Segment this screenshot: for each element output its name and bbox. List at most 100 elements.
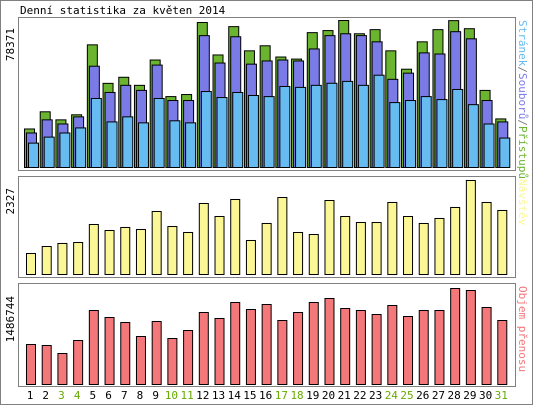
bar bbox=[151, 320, 162, 386]
bar bbox=[403, 316, 414, 386]
x-tick-label: 25 bbox=[400, 389, 413, 402]
bar bbox=[90, 97, 102, 168]
bar bbox=[371, 313, 382, 385]
x-tick-label: 4 bbox=[74, 389, 81, 402]
x-tick-label: 23 bbox=[369, 389, 382, 402]
x-tick-label: 5 bbox=[90, 389, 97, 402]
bar bbox=[261, 303, 272, 385]
bar bbox=[57, 242, 68, 275]
bar bbox=[387, 201, 398, 276]
bar bbox=[261, 222, 272, 276]
bar bbox=[279, 85, 291, 168]
bar bbox=[483, 123, 495, 168]
x-tick-label: 24 bbox=[385, 389, 399, 402]
bar bbox=[324, 297, 335, 386]
bar bbox=[106, 121, 118, 168]
bar bbox=[167, 226, 178, 275]
bar bbox=[26, 343, 36, 386]
bar bbox=[371, 222, 382, 275]
bar bbox=[499, 137, 511, 168]
bar bbox=[340, 308, 351, 385]
bar bbox=[497, 319, 508, 385]
bar bbox=[28, 142, 39, 169]
bar bbox=[293, 311, 304, 385]
legend-entry: Návštěv bbox=[516, 179, 529, 226]
legend-separator: / bbox=[516, 119, 529, 126]
bar bbox=[452, 88, 464, 168]
bar bbox=[135, 228, 146, 276]
bar bbox=[214, 318, 225, 385]
bar bbox=[73, 340, 84, 385]
x-tick-label: 26 bbox=[416, 389, 429, 402]
x-tick-label: 29 bbox=[463, 389, 476, 402]
bar bbox=[104, 317, 115, 386]
bar bbox=[450, 288, 461, 385]
bar bbox=[308, 302, 319, 385]
series-legend: Stránek/Souborů/Přístupů bbox=[516, 20, 529, 179]
x-tick-label: 13 bbox=[212, 389, 225, 402]
bar bbox=[277, 319, 288, 385]
bar bbox=[465, 180, 476, 275]
x-tick-label: 12 bbox=[196, 389, 209, 402]
bar bbox=[277, 197, 288, 275]
bar bbox=[245, 239, 256, 275]
y-tick-label: 1486744 bbox=[4, 296, 17, 343]
bar bbox=[169, 120, 181, 169]
bar bbox=[389, 102, 401, 168]
bar bbox=[151, 210, 162, 276]
bar bbox=[185, 122, 197, 169]
series-legend: Objem přenosu bbox=[516, 286, 529, 372]
bar bbox=[497, 209, 508, 275]
bar bbox=[324, 199, 335, 275]
bar bbox=[135, 335, 146, 386]
bar bbox=[310, 84, 322, 168]
bar bbox=[41, 344, 52, 385]
bar bbox=[434, 217, 445, 275]
bar bbox=[122, 116, 134, 169]
bar bbox=[198, 311, 209, 385]
y-tick-label: 2327 bbox=[4, 188, 17, 215]
x-tick-label: 31 bbox=[495, 389, 508, 402]
bar bbox=[355, 222, 366, 275]
x-tick-label: 21 bbox=[338, 389, 351, 402]
bar bbox=[198, 202, 209, 275]
bar bbox=[214, 215, 225, 275]
x-tick-label: 11 bbox=[180, 389, 193, 402]
x-tick-label: 9 bbox=[152, 389, 159, 402]
y-tick-label: 78371 bbox=[4, 28, 17, 61]
bar bbox=[355, 310, 366, 385]
bar bbox=[245, 309, 256, 386]
bar bbox=[104, 230, 115, 276]
x-tick-label: 17 bbox=[275, 389, 288, 402]
x-tick-label: 14 bbox=[228, 389, 242, 402]
bar bbox=[200, 91, 212, 168]
legend-entry: Souborů bbox=[516, 73, 529, 119]
bar bbox=[263, 96, 275, 168]
x-tick-label: 28 bbox=[448, 389, 461, 402]
bar bbox=[88, 223, 99, 275]
x-tick-label: 7 bbox=[121, 389, 128, 402]
bar bbox=[73, 242, 84, 276]
bar bbox=[75, 127, 87, 168]
x-tick-label: 15 bbox=[243, 389, 256, 402]
x-tick-label: 18 bbox=[290, 389, 303, 402]
bar bbox=[120, 226, 131, 275]
bar bbox=[120, 321, 131, 385]
bar bbox=[137, 122, 149, 169]
legend-separator: / bbox=[516, 66, 529, 73]
bar bbox=[405, 100, 417, 168]
bar bbox=[308, 234, 319, 275]
x-tick-label: 27 bbox=[432, 389, 445, 402]
x-tick-label: 20 bbox=[322, 389, 335, 402]
x-tick-label: 10 bbox=[165, 389, 178, 402]
x-tick-label: 6 bbox=[105, 389, 112, 402]
bar bbox=[232, 91, 244, 168]
bar bbox=[418, 222, 429, 276]
bar bbox=[230, 302, 241, 385]
bar bbox=[481, 201, 492, 276]
chart-title: Denní statistika za květen 2014 bbox=[20, 4, 226, 17]
x-tick-label: 8 bbox=[137, 389, 144, 402]
x-tick-label: 2 bbox=[42, 389, 49, 402]
